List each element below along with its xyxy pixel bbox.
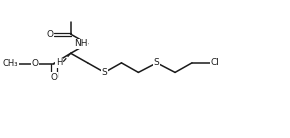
- Text: O: O: [47, 30, 54, 39]
- Text: CH₃: CH₃: [3, 59, 19, 68]
- Text: S: S: [154, 58, 160, 67]
- Text: H: H: [56, 58, 62, 67]
- Text: S: S: [102, 68, 107, 77]
- Text: O: O: [50, 73, 57, 82]
- Text: Cl: Cl: [210, 58, 219, 67]
- Text: NH: NH: [74, 39, 88, 48]
- Text: O: O: [32, 59, 39, 68]
